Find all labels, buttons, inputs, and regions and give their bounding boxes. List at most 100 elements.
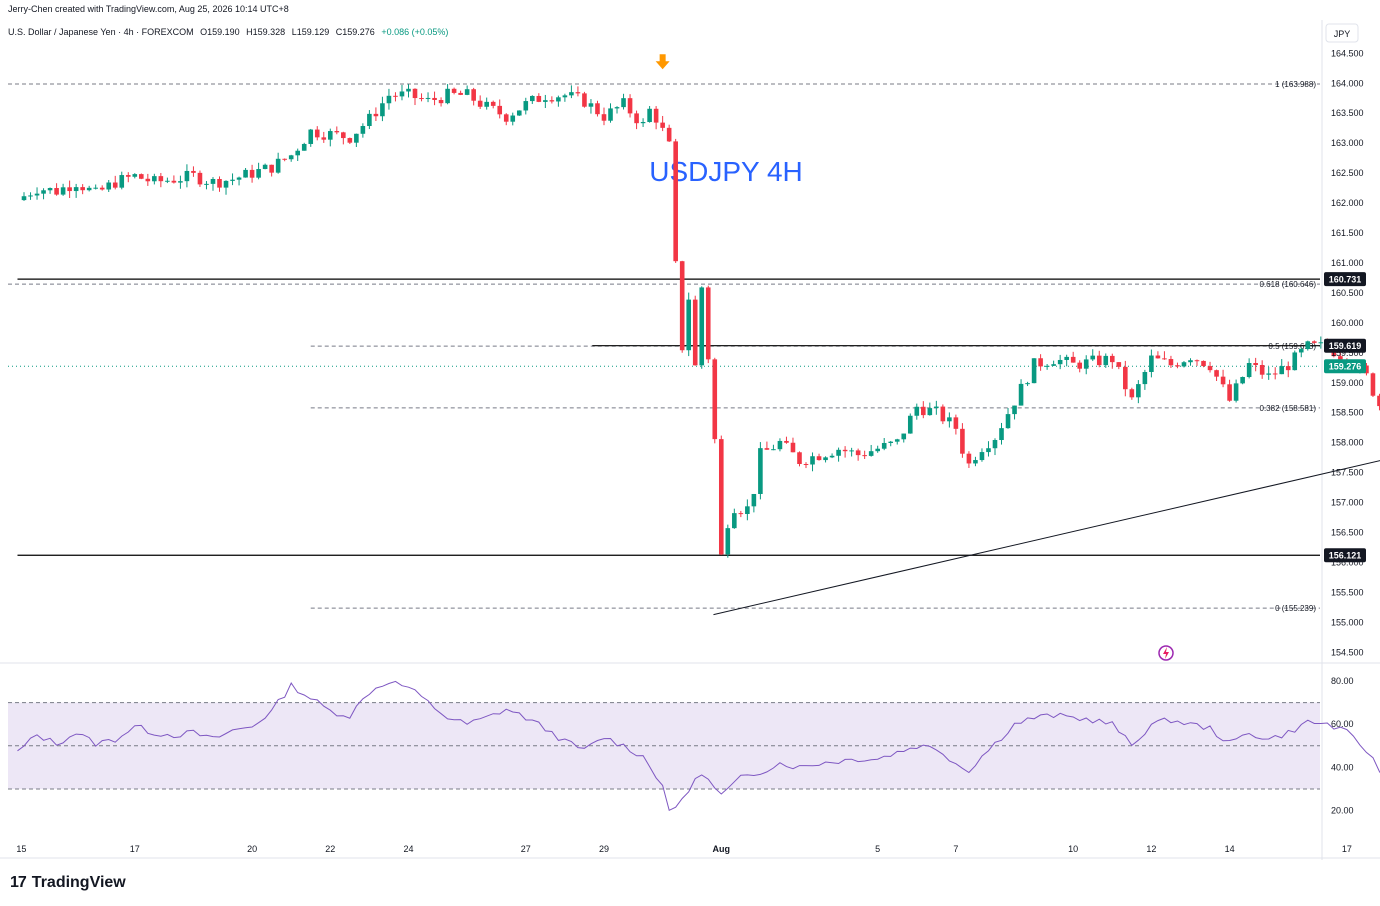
candle[interactable]	[1194, 360, 1200, 362]
candle[interactable]	[399, 91, 405, 97]
candle[interactable]	[347, 138, 353, 143]
candle[interactable]	[171, 180, 177, 183]
candle[interactable]	[712, 359, 718, 440]
candle[interactable]	[816, 456, 822, 461]
candle[interactable]	[549, 100, 555, 102]
candle[interactable]	[673, 141, 678, 262]
candle[interactable]	[653, 108, 659, 123]
candle[interactable]	[99, 187, 105, 190]
candle[interactable]	[927, 408, 933, 416]
candle[interactable]	[490, 101, 496, 106]
candle[interactable]	[191, 170, 196, 173]
candle[interactable]	[1233, 383, 1239, 401]
candle[interactable]	[692, 299, 698, 366]
candle[interactable]	[575, 92, 581, 94]
candle[interactable]	[458, 92, 463, 95]
candle[interactable]	[536, 95, 542, 102]
candle[interactable]	[1090, 355, 1096, 360]
candle[interactable]	[1312, 341, 1317, 343]
candle[interactable]	[314, 129, 320, 138]
candle[interactable]	[1103, 355, 1109, 366]
candle[interactable]	[569, 92, 574, 96]
lightning-icon[interactable]	[1158, 645, 1174, 661]
candle[interactable]	[621, 98, 626, 108]
candle[interactable]	[406, 88, 411, 92]
candle[interactable]	[640, 122, 646, 124]
candle[interactable]	[1168, 359, 1174, 366]
candle[interactable]	[679, 261, 685, 351]
candle[interactable]	[184, 170, 190, 182]
candle[interactable]	[960, 428, 965, 454]
rsi-line[interactable]	[17, 680, 1380, 812]
candle[interactable]	[1298, 349, 1304, 353]
candle[interactable]	[510, 115, 516, 122]
candle[interactable]	[1188, 360, 1193, 363]
candle[interactable]	[758, 448, 763, 494]
candle[interactable]	[1246, 363, 1252, 378]
tradingview-logo[interactable]: 17 TradingView	[10, 872, 126, 894]
candle[interactable]	[868, 451, 874, 456]
candle[interactable]	[914, 406, 920, 416]
candle[interactable]	[1083, 359, 1089, 369]
candle[interactable]	[21, 196, 27, 201]
candle[interactable]	[295, 150, 301, 156]
candle[interactable]	[158, 176, 164, 182]
candle[interactable]	[54, 188, 59, 195]
candle[interactable]	[419, 98, 424, 100]
candle[interactable]	[888, 441, 894, 443]
candle[interactable]	[582, 93, 587, 107]
candle[interactable]	[732, 513, 737, 529]
candle[interactable]	[132, 174, 138, 177]
candle[interactable]	[412, 88, 418, 99]
candle[interactable]	[1318, 342, 1324, 344]
candle[interactable]	[334, 131, 340, 133]
candle[interactable]	[327, 131, 333, 140]
candle[interactable]	[745, 506, 750, 514]
candle[interactable]	[634, 113, 639, 124]
candle[interactable]	[503, 114, 509, 122]
candle[interactable]	[953, 417, 959, 429]
candle[interactable]	[1051, 364, 1056, 366]
candle[interactable]	[438, 99, 444, 104]
candle[interactable]	[1155, 355, 1161, 359]
candle[interactable]	[986, 448, 991, 453]
candle[interactable]	[849, 450, 854, 452]
candle[interactable]	[282, 158, 287, 160]
price-axis[interactable]: 164.500 164.000 163.500 163.000 162.500 162.0…	[1324, 48, 1366, 657]
candle[interactable]	[28, 195, 33, 197]
candle[interactable]	[1207, 366, 1213, 371]
candle[interactable]	[901, 433, 907, 440]
time-axis[interactable]: 15172022242729Aug57101214171921242628	[16, 844, 1380, 854]
candle[interactable]	[93, 187, 98, 189]
candle[interactable]	[445, 88, 450, 104]
candle[interactable]	[771, 449, 776, 451]
candle[interactable]	[992, 440, 998, 449]
candle[interactable]	[1370, 373, 1376, 396]
candle[interactable]	[41, 190, 46, 194]
candle[interactable]	[288, 155, 294, 160]
candle[interactable]	[973, 460, 978, 464]
candle[interactable]	[1109, 355, 1115, 363]
candle[interactable]	[699, 287, 705, 366]
horizontal-lines[interactable]	[8, 278, 1320, 556]
candle[interactable]	[894, 439, 900, 442]
candle[interactable]	[47, 188, 53, 191]
candle[interactable]	[881, 442, 887, 449]
candle[interactable]	[614, 107, 620, 109]
candle[interactable]	[784, 440, 789, 443]
candle[interactable]	[210, 178, 216, 184]
candle[interactable]	[119, 175, 125, 188]
candle[interactable]	[764, 448, 770, 450]
rsi-pane[interactable]: 80.00 60.00 40.00 20.00	[8, 676, 1380, 816]
candle[interactable]	[530, 95, 535, 102]
candle[interactable]	[1227, 384, 1232, 401]
candle[interactable]	[1064, 356, 1069, 360]
candle[interactable]	[301, 143, 307, 151]
candle[interactable]	[803, 464, 809, 466]
candle[interactable]	[497, 105, 503, 115]
candle[interactable]	[810, 456, 815, 465]
candle[interactable]	[1005, 414, 1011, 429]
candle[interactable]	[999, 428, 1004, 441]
candle[interactable]	[1018, 383, 1024, 406]
